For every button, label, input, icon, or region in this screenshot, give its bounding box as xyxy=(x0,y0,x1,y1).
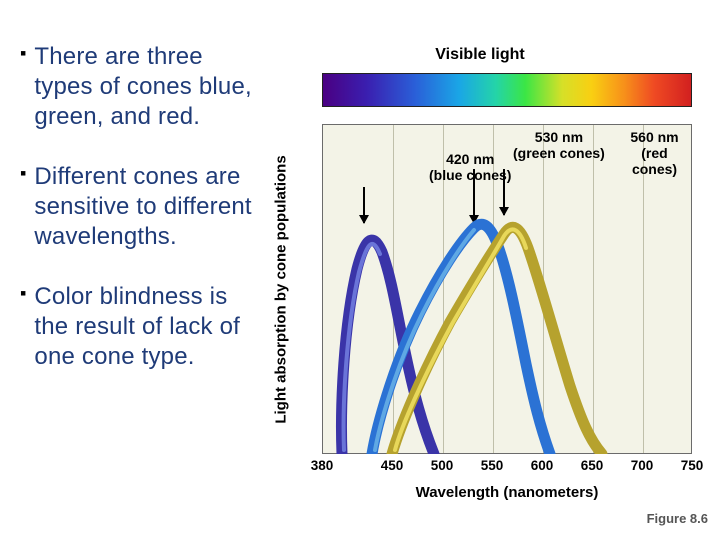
x-tick: 750 xyxy=(681,458,704,473)
x-tick: 600 xyxy=(531,458,554,473)
annotation-red: 560 nm (red cones) xyxy=(618,129,691,177)
bullet-item: ▪ Different cones are sensitive to diffe… xyxy=(20,162,265,252)
bullet-text: Color blindness is the result of lack of… xyxy=(34,282,265,372)
grid-line xyxy=(393,125,394,453)
grid-line xyxy=(543,125,544,453)
annotation-green-line1: 530 nm xyxy=(535,129,583,145)
bullet-item: ▪ Color blindness is the result of lack … xyxy=(20,282,265,372)
arrow-green-icon xyxy=(473,169,475,223)
x-tick: 380 xyxy=(311,458,334,473)
annotation-green: 530 nm (green cones) xyxy=(513,129,605,161)
y-axis-label: Light absorption by cone populations xyxy=(273,155,290,423)
bullet-item: ▪ There are three types of cones blue, g… xyxy=(20,42,265,132)
bullet-text: There are three types of cones blue, gre… xyxy=(34,42,265,132)
figure-number-label: Figure 8.6 xyxy=(647,511,708,526)
x-axis-label: Wavelength (nanometers) xyxy=(322,484,692,501)
x-tick: 700 xyxy=(631,458,654,473)
annotation-blue: 420 nm (blue cones) xyxy=(429,151,511,183)
bullet-marker-icon: ▪ xyxy=(20,162,26,185)
arrow-blue-icon xyxy=(363,187,365,223)
x-axis-ticks: 380 450 500 550 600 650 700 750 xyxy=(322,458,692,482)
visible-light-spectrum xyxy=(322,73,692,107)
x-tick: 450 xyxy=(381,458,404,473)
annotation-red-line1: 560 nm xyxy=(630,129,678,145)
bullet-marker-icon: ▪ xyxy=(20,282,26,305)
cone-absorption-figure: Visible light 420 nm (blue cones) 530 nm… xyxy=(260,40,700,515)
x-tick: 500 xyxy=(431,458,454,473)
annotation-blue-line2: (blue cones) xyxy=(429,167,511,183)
bullet-text: Different cones are sensitive to differe… xyxy=(34,162,265,252)
x-tick: 550 xyxy=(481,458,504,473)
grid-line xyxy=(593,125,594,453)
annotation-red-line2: (red cones) xyxy=(632,145,677,177)
x-tick: 650 xyxy=(581,458,604,473)
y-axis-label-container: Light absorption by cone populations xyxy=(266,124,296,454)
annotation-green-line2: (green cones) xyxy=(513,145,605,161)
chart-title: Visible light xyxy=(260,46,700,64)
plot-area: 420 nm (blue cones) 530 nm (green cones)… xyxy=(322,124,692,454)
annotation-blue-line1: 420 nm xyxy=(446,151,494,167)
bullet-list: ▪ There are three types of cones blue, g… xyxy=(20,42,265,402)
arrow-red-icon xyxy=(503,169,505,215)
bullet-marker-icon: ▪ xyxy=(20,42,26,65)
